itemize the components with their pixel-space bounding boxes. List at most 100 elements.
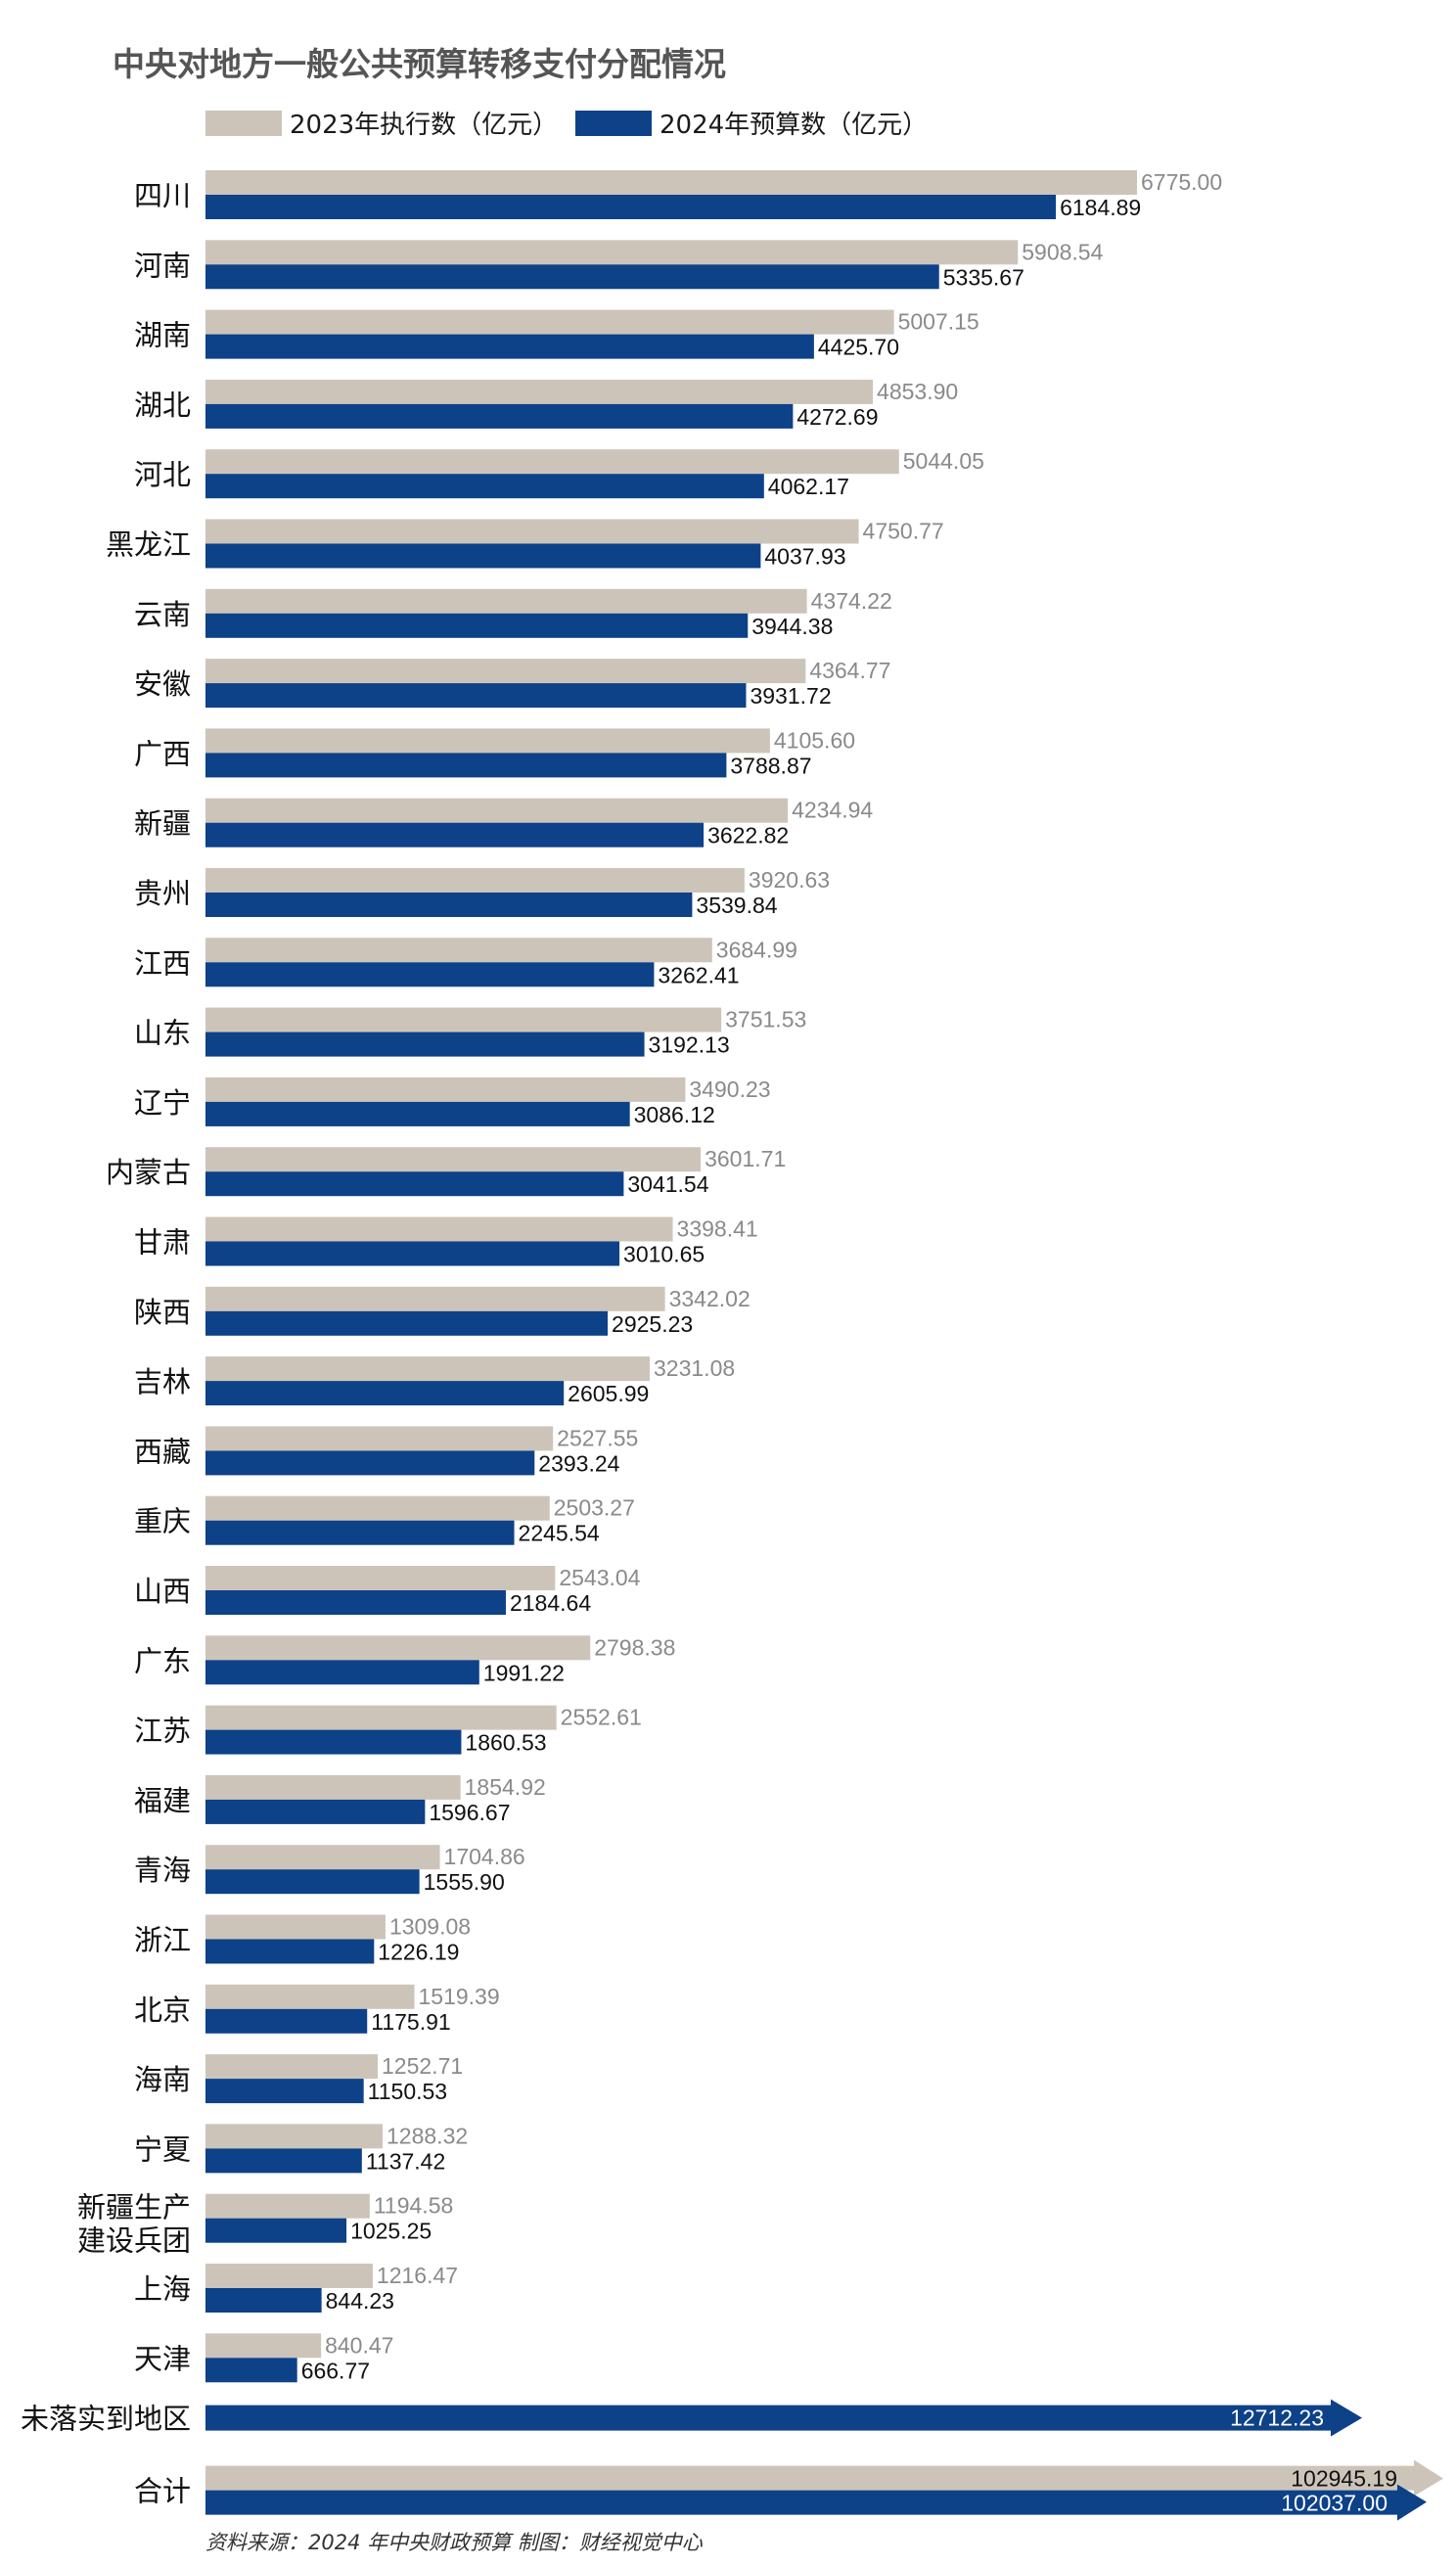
bar-2023 [205, 1845, 440, 1870]
bar-2024 [205, 2288, 322, 2313]
category-label: 山西 [134, 1575, 191, 1608]
bar-2024 [205, 753, 727, 778]
category-label: 贵州 [134, 877, 191, 910]
bar-2024 [205, 613, 749, 638]
bar-2024 [205, 2218, 347, 2243]
bar-2023 [205, 1147, 702, 1172]
value-label-2023: 1704.86 [444, 1844, 525, 1869]
value-label-2024: 666.77 [301, 2358, 370, 2383]
value-label-2024: 6184.89 [1060, 195, 1141, 220]
bar-2023 [205, 1426, 554, 1451]
bar-2023 [205, 2264, 373, 2288]
bar-2023 [205, 1216, 673, 1242]
value-label-2024: 3086.12 [634, 1102, 715, 1127]
bar-2024 [205, 2358, 297, 2383]
bar-2023 [205, 1705, 557, 1730]
value-label-2024: 2184.64 [510, 1590, 591, 1616]
value-label-2023: 4234.94 [792, 798, 873, 823]
bar-2023 [205, 798, 789, 823]
value-label-2024: 1137.42 [366, 2148, 445, 2174]
bar-2024 [205, 543, 761, 569]
value-label-2024: 1860.53 [465, 1730, 546, 1756]
bar-2023 [205, 519, 859, 544]
value-label-2023: 1309.08 [389, 1914, 471, 1940]
legend-label-2023: 2023年执行数（亿元） [290, 111, 558, 140]
value-label-2024: 4037.93 [764, 544, 845, 570]
value-label-2023: 3601.71 [705, 1146, 786, 1171]
bar-2024 [205, 2148, 362, 2174]
legend-label-2024: 2024年预算数（亿元） [660, 111, 928, 140]
category-label: 四川 [134, 179, 191, 212]
bar-2024 [205, 403, 794, 429]
bar-2023 [205, 1495, 550, 1521]
value-label-2023: 4750.77 [863, 519, 944, 544]
bar-2023 [205, 2333, 322, 2359]
category-label: 未落实到地区 [21, 2403, 191, 2436]
category-label: 内蒙古 [106, 1156, 191, 1189]
bar-2024 [205, 2008, 368, 2034]
value-label-2024: 4272.69 [796, 404, 878, 430]
value-label-2023: 2503.27 [554, 1495, 635, 1521]
bar-2023 [205, 1286, 665, 1311]
bar-2023 [205, 1566, 556, 1590]
value-label-2024: 102037.00 [1281, 2491, 1388, 2516]
bar-2023 [205, 379, 874, 404]
bar-2023 [205, 1007, 722, 1032]
value-label-2023: 4364.77 [809, 658, 890, 683]
value-label-2024: 2925.23 [612, 1311, 693, 1337]
bar-2024-arrow [205, 2484, 1427, 2521]
bar-2023 [205, 1635, 591, 1661]
value-label-2024: 4425.70 [818, 335, 899, 360]
value-label-2023: 3342.02 [669, 1286, 751, 1311]
category-label: 新疆生产建设兵团 [77, 2191, 191, 2258]
value-label-2024: 1175.91 [371, 2009, 450, 2035]
value-label-2023: 1216.47 [377, 2263, 458, 2288]
chart-title: 中央对地方一般公共预算转移支付分配情况 [113, 45, 726, 83]
value-label-2024: 1596.67 [429, 1800, 510, 1825]
value-label-2023: 1252.71 [382, 2053, 463, 2079]
value-label-2024: 2393.24 [538, 1450, 619, 1476]
value-label-2024: 3041.54 [627, 1171, 708, 1197]
value-label-2023: 1519.39 [418, 1984, 499, 2009]
bar-2024 [205, 2079, 364, 2104]
bar-2023 [205, 1984, 415, 2009]
value-label-2023: 2527.55 [557, 1425, 638, 1450]
value-label-2023: 1288.32 [387, 2123, 468, 2148]
bar-2024 [205, 334, 814, 359]
value-label-2024: 1226.19 [378, 1940, 459, 1965]
bar-2023 [205, 588, 807, 614]
bar-2024 [205, 1101, 630, 1126]
legend: 2023年执行数（亿元） 2024年预算数（亿元） [205, 111, 928, 140]
bar-2024 [205, 962, 655, 987]
value-label-2024: 3010.65 [623, 1242, 705, 1267]
bar-2024 [205, 1241, 620, 1266]
bar-2024 [205, 1171, 624, 1197]
bar-2023 [205, 449, 899, 475]
category-label: 西藏 [134, 1435, 191, 1468]
bar-2024 [205, 1939, 375, 1964]
bar-2023 [205, 1774, 461, 1800]
category-label: 河北 [134, 458, 191, 491]
category-label: 新疆 [134, 807, 191, 841]
bar-2024 [205, 1660, 479, 1685]
value-label-2024: 3931.72 [750, 683, 831, 709]
value-label-2023: 2798.38 [594, 1634, 675, 1660]
category-label: 山东 [134, 1017, 191, 1050]
bar-2023 [205, 1914, 386, 1940]
legend-swatch-2024 [575, 111, 652, 136]
value-label-2023: 2543.04 [559, 1565, 640, 1590]
category-label: 浙江 [134, 1924, 191, 1957]
value-label-2023: 3751.53 [725, 1007, 806, 1032]
category-label: 天津 [134, 2342, 191, 2375]
category-label: 北京 [134, 1993, 191, 2027]
category-label: 合计 [134, 2475, 191, 2508]
category-label: 吉林 [134, 1365, 191, 1398]
value-label-2023: 5007.15 [898, 309, 979, 335]
category-label: 辽宁 [134, 1086, 191, 1120]
value-label-2023: 102945.19 [1291, 2466, 1397, 2492]
value-label-2024: 3539.84 [696, 893, 777, 918]
legend-swatch-2023 [205, 111, 282, 136]
value-label-2023: 5044.05 [903, 448, 984, 474]
